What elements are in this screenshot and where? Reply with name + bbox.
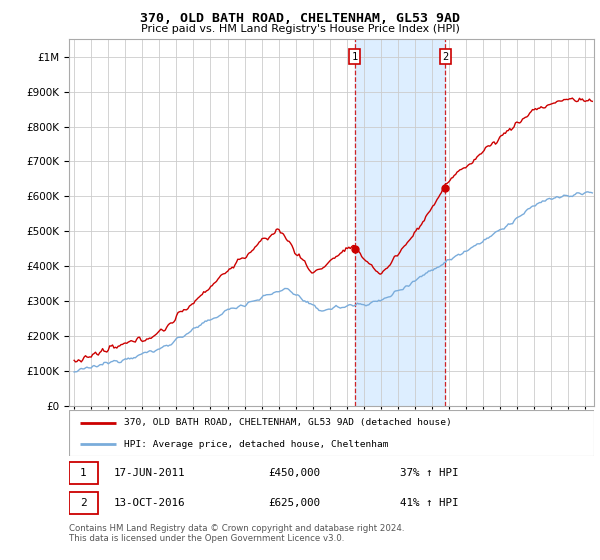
Text: 17-JUN-2011: 17-JUN-2011 — [113, 468, 185, 478]
Text: 370, OLD BATH ROAD, CHELTENHAM, GL53 9AD (detached house): 370, OLD BATH ROAD, CHELTENHAM, GL53 9AD… — [124, 418, 452, 427]
Bar — [69, 492, 98, 514]
Bar — [69, 462, 98, 483]
Text: Contains HM Land Registry data © Crown copyright and database right 2024.
This d: Contains HM Land Registry data © Crown c… — [69, 524, 404, 543]
Bar — [355, 39, 445, 406]
Text: 1: 1 — [80, 468, 87, 478]
Text: 1: 1 — [352, 52, 358, 62]
Text: 2: 2 — [442, 52, 448, 62]
Text: £450,000: £450,000 — [269, 468, 320, 478]
Text: 2: 2 — [80, 498, 87, 508]
Text: 41% ↑ HPI: 41% ↑ HPI — [400, 498, 458, 508]
Text: 37% ↑ HPI: 37% ↑ HPI — [400, 468, 458, 478]
Text: HPI: Average price, detached house, Cheltenham: HPI: Average price, detached house, Chel… — [124, 440, 389, 449]
Text: 370, OLD BATH ROAD, CHELTENHAM, GL53 9AD: 370, OLD BATH ROAD, CHELTENHAM, GL53 9AD — [140, 12, 460, 25]
Text: Price paid vs. HM Land Registry's House Price Index (HPI): Price paid vs. HM Land Registry's House … — [140, 24, 460, 34]
Text: 13-OCT-2016: 13-OCT-2016 — [113, 498, 185, 508]
Text: £625,000: £625,000 — [269, 498, 320, 508]
